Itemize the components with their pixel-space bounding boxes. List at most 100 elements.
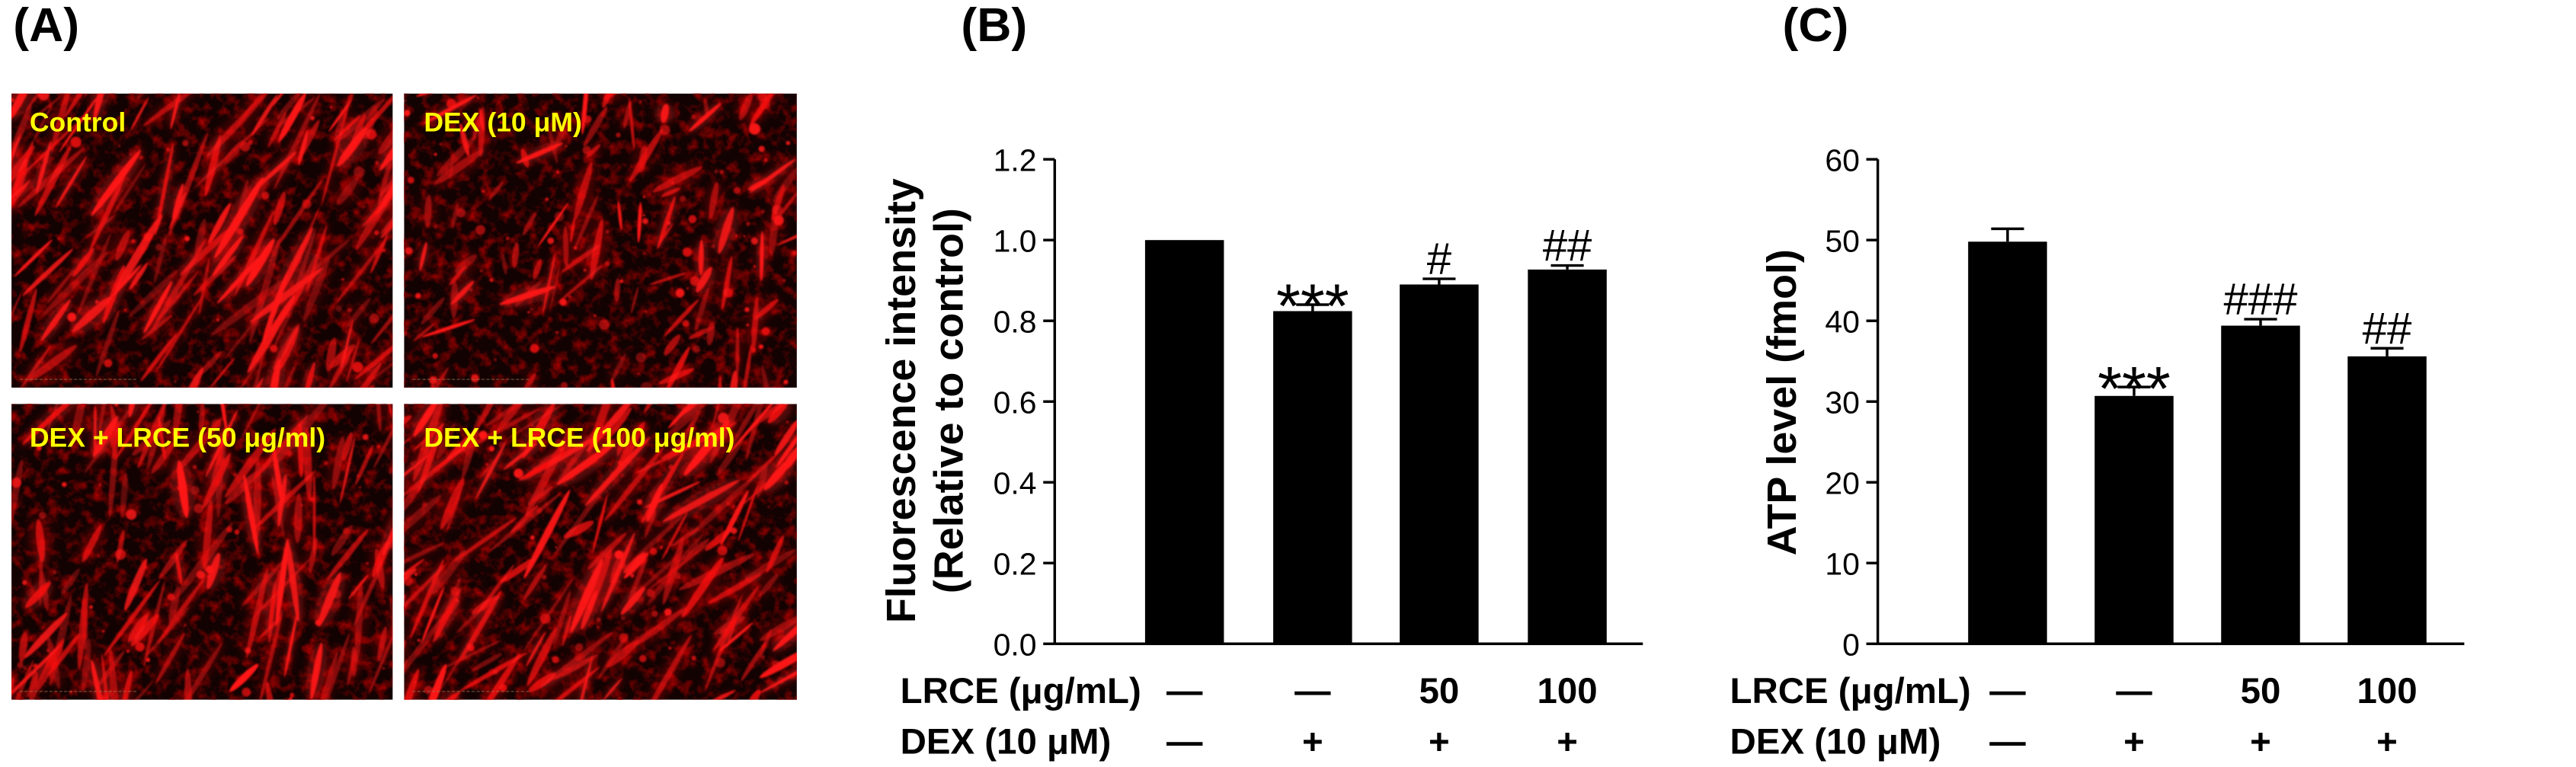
fluorescent-spot: [450, 586, 459, 596]
fluorescent-spot: [404, 110, 411, 117]
fluorescent-spot: [410, 462, 414, 466]
cell-fiber: [30, 96, 62, 121]
cell-fiber: [372, 541, 389, 577]
cell-fiber: [459, 123, 470, 157]
significance-label: ###: [2223, 275, 2298, 324]
fluorescent-spot: [666, 221, 671, 225]
fluorescent-spot: [334, 141, 338, 144]
cell-fiber: [404, 452, 431, 514]
cell-fiber: [542, 253, 556, 316]
treatment-row-value: +: [2123, 722, 2145, 762]
fluorescent-spot: [568, 295, 571, 299]
cell-fiber: [649, 272, 687, 286]
fluorescent-spot: [642, 218, 648, 225]
fluorescent-spot: [651, 610, 658, 618]
cell-fiber: [346, 298, 371, 328]
cell-fiber: [340, 437, 356, 504]
cell-fiber: [512, 241, 520, 269]
fluorescent-spot: [714, 169, 718, 174]
error-bar: [1296, 303, 1330, 312]
cell-fiber: [627, 553, 649, 604]
treatment-row-label: DEX (10 μM): [1730, 722, 1941, 762]
fluorescent-spot: [753, 265, 756, 268]
fluorescent-spot: [530, 307, 534, 312]
cell-fiber: [404, 558, 424, 581]
cell-fiber: [328, 348, 353, 388]
fluorescent-spot: [362, 433, 369, 440]
cell-fiber: [202, 500, 213, 571]
fluorescent-spot: [725, 500, 731, 507]
y-tick-label: 10: [1825, 546, 1860, 581]
fluorescent-spot: [635, 554, 646, 566]
fluorescent-spot: [194, 503, 204, 513]
fluorescent-spot: [415, 292, 421, 299]
cell-fiber: [14, 239, 53, 277]
cell-fiber: [617, 200, 622, 230]
cell-fiber: [523, 490, 571, 579]
fluorescent-spot: [366, 129, 377, 140]
cell-fiber: [251, 94, 278, 136]
cell-fiber: [747, 453, 778, 483]
fluorescent-spot: [362, 205, 365, 208]
fluorescent-spot: [456, 579, 461, 583]
cell-fiber: [501, 557, 536, 583]
cell-fiber: [667, 404, 691, 429]
significance-label: ##: [1543, 221, 1592, 270]
fluorescent-spot: [582, 145, 591, 155]
cell-fiber: [205, 409, 238, 478]
fluorescent-spot: [554, 211, 565, 222]
cell-fiber: [158, 540, 187, 580]
fluorescent-spot: [382, 666, 386, 670]
cell-fiber: [273, 404, 334, 467]
fluorescent-spot: [430, 384, 435, 388]
cell-fiber: [404, 615, 445, 695]
fluorescent-spot: [746, 222, 750, 226]
cell-fiber: [610, 551, 625, 584]
cell-fiber: [303, 362, 315, 388]
fluorescent-spot: [568, 616, 572, 620]
fluorescent-spot: [619, 633, 629, 643]
fluorescent-spot: [730, 527, 738, 535]
fluorescent-spot: [62, 481, 67, 487]
fluorescent-spot: [89, 605, 93, 609]
cell-fiber: [471, 595, 499, 615]
fluorescent-spot: [173, 379, 177, 383]
fluorescent-spot: [300, 503, 303, 507]
fluorescent-spot: [792, 250, 797, 256]
fluorescent-spot: [446, 98, 456, 109]
cell-fiber: [775, 189, 797, 222]
fluorescent-spot: [57, 237, 60, 240]
error-bar: [2244, 318, 2277, 326]
fluorescent-spot: [527, 311, 530, 314]
cell-fiber: [555, 118, 571, 145]
cell-fiber: [19, 288, 37, 353]
fluorescent-spot: [469, 288, 473, 292]
cell-fiber: [539, 631, 613, 688]
cell-fiber: [629, 129, 664, 182]
cell-fiber: [646, 540, 713, 592]
cell-fiber: [130, 97, 149, 132]
cell-fiber: [434, 691, 461, 700]
cell-fiber: [34, 145, 72, 216]
fluorescent-spot: [640, 382, 652, 388]
cell-fiber: [410, 558, 444, 638]
fluorescent-spot: [530, 344, 539, 353]
cell-fiber: [130, 614, 159, 647]
cell-fiber: [85, 214, 117, 238]
cell-fiber: [603, 93, 624, 101]
fluorescent-spot: [688, 215, 697, 224]
cell-fiber: [277, 474, 287, 527]
fluorescent-spot: [211, 419, 222, 430]
cell-fiber: [738, 484, 758, 542]
cell-fiber: [115, 404, 160, 461]
fluorescent-spot: [146, 657, 151, 663]
cell-fiber: [286, 538, 299, 622]
cell-fiber: [212, 235, 244, 276]
cell-fiber: [562, 615, 571, 647]
y-tick-label: 0.0: [994, 627, 1037, 662]
cell-fiber: [355, 444, 374, 485]
fluorescent-spot: [761, 327, 770, 336]
cell-fiber: [98, 404, 110, 432]
cell-fiber: [592, 494, 608, 554]
cell-fiber: [122, 670, 133, 700]
